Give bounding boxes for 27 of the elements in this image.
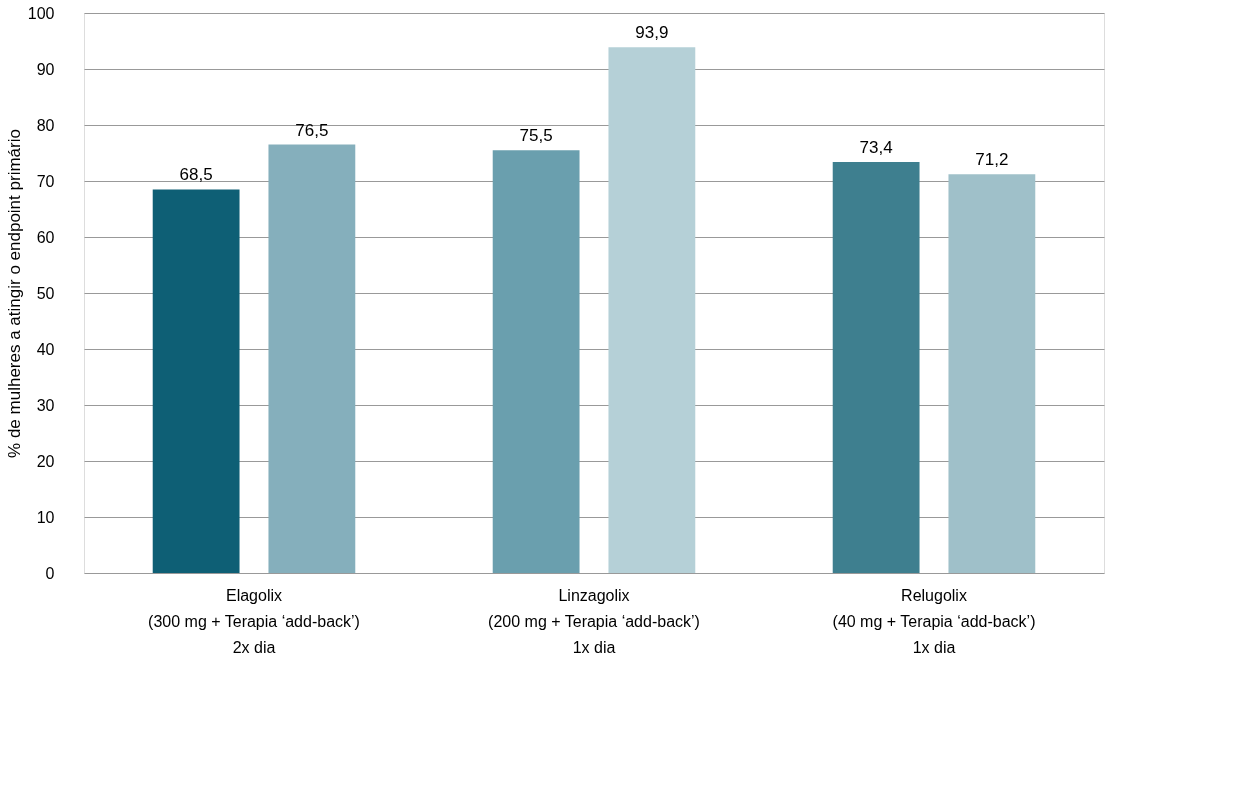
y-axis-title: % de mulheres a atingir o endpoint primário [4,129,24,458]
bar [948,174,1036,573]
x-tick-label: Elagolix (300 mg + Terapia ‘add-back’) 2x dia [148,586,360,656]
bar [492,150,580,573]
data-label: 76,5 [295,120,329,140]
data-label: 73,4 [859,137,893,157]
data-label: 93,9 [635,23,669,43]
x-tick-label: Relugolix (40 mg + Terapia ‘add-back’) 1x dia [832,586,1036,656]
y-tick-label: 80 [36,116,55,134]
y-tick-label: 60 [36,228,55,246]
y-tick-label: 40 [36,340,55,358]
x-tick-label: Linzagolix (200 mg + Terapia ‘add-back’) 1x dia [488,586,700,656]
y-tick-label: 50 [36,284,55,302]
bar [608,47,696,573]
bar [268,144,356,573]
y-tick-label: 20 [36,452,55,470]
y-tick-label: 70 [36,172,55,190]
data-label: 75,5 [519,126,553,146]
y-tick-label: 30 [36,396,55,414]
y-tick-label: 10 [36,508,55,526]
bar [832,161,920,573]
data-label: 68,5 [179,165,213,185]
bar [152,189,240,573]
data-label: 71,2 [975,150,1009,170]
y-tick-label: 100 [27,4,55,22]
y-tick-label: 0 [45,564,55,582]
y-tick-label: 90 [36,60,55,78]
